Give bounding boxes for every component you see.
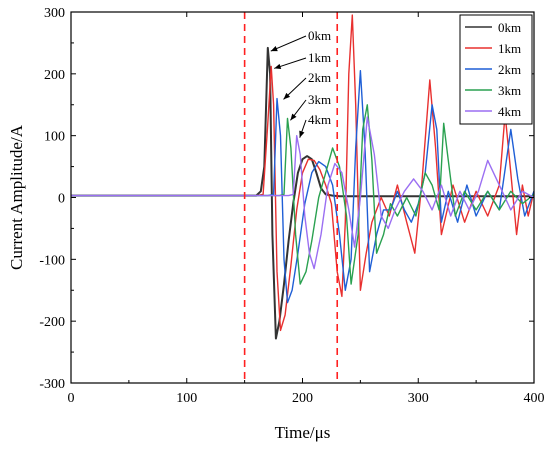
legend-item-0km: 0km (465, 20, 521, 35)
y-tick-label: -200 (39, 315, 65, 330)
series-line-3km (71, 104, 534, 285)
legend-label: 4km (498, 104, 521, 119)
y-axis-title: Current Amplitude/A (7, 124, 26, 270)
x-tick-label: 0 (68, 391, 75, 406)
annotation-layer: 0km 1km 2km 3km 4km (270, 28, 331, 138)
y-tick-label: 0 (58, 192, 65, 207)
annotation-1: 0km (270, 28, 331, 52)
annotation-label-5: 4km (308, 112, 331, 127)
x-tick-label: 100 (176, 391, 197, 406)
series-line-4km (71, 116, 534, 270)
annotation-label-2: 1km (308, 50, 331, 65)
x-tick-label: 300 (408, 391, 429, 406)
legend-item-3km: 3km (465, 83, 521, 98)
annotation-label-4: 3km (308, 92, 331, 107)
legend-label: 0km (498, 20, 521, 35)
series-layer (71, 14, 534, 340)
y-tick-label: 200 (44, 68, 65, 83)
legend-label: 2km (498, 62, 521, 77)
annotation-arrowhead-4 (290, 113, 297, 121)
annotation-arrowhead-5 (299, 130, 305, 138)
x-axis-title: Time/μs (275, 423, 331, 442)
legend-item-4km: 4km (465, 104, 521, 119)
y-tick-label: -100 (39, 253, 65, 268)
annotation-2: 1km (274, 50, 331, 69)
legend-label: 1km (498, 41, 521, 56)
annotation-label-1: 0km (308, 28, 331, 43)
legend-item-1km: 1km (465, 41, 521, 56)
legend: 0km 1km 2km 3km 4km (459, 14, 533, 125)
x-tick-label: 400 (524, 391, 545, 406)
annotation-4: 3km (290, 92, 331, 121)
legend-item-2km: 2km (465, 62, 521, 77)
axis-layer: 0 100 200 300 400 -300 -200 -100 0 100 200 300 (39, 6, 544, 406)
annotation-label-3: 2km (308, 70, 331, 85)
x-tick-label: 200 (292, 391, 313, 406)
annotation-arrowhead-3 (283, 92, 291, 100)
annotation-arrowhead-2 (274, 63, 282, 69)
series-line-2km (71, 69, 534, 304)
legend-label: 3km (498, 83, 521, 98)
y-tick-label: 300 (44, 6, 65, 21)
y-tick-label: 100 (44, 130, 65, 145)
marker-layer (243, 12, 339, 383)
y-tick-label: -300 (39, 377, 65, 392)
annotation-5: 4km (299, 112, 331, 138)
annotation-arrowhead-1 (270, 46, 278, 52)
annotation-3: 2km (283, 70, 331, 100)
